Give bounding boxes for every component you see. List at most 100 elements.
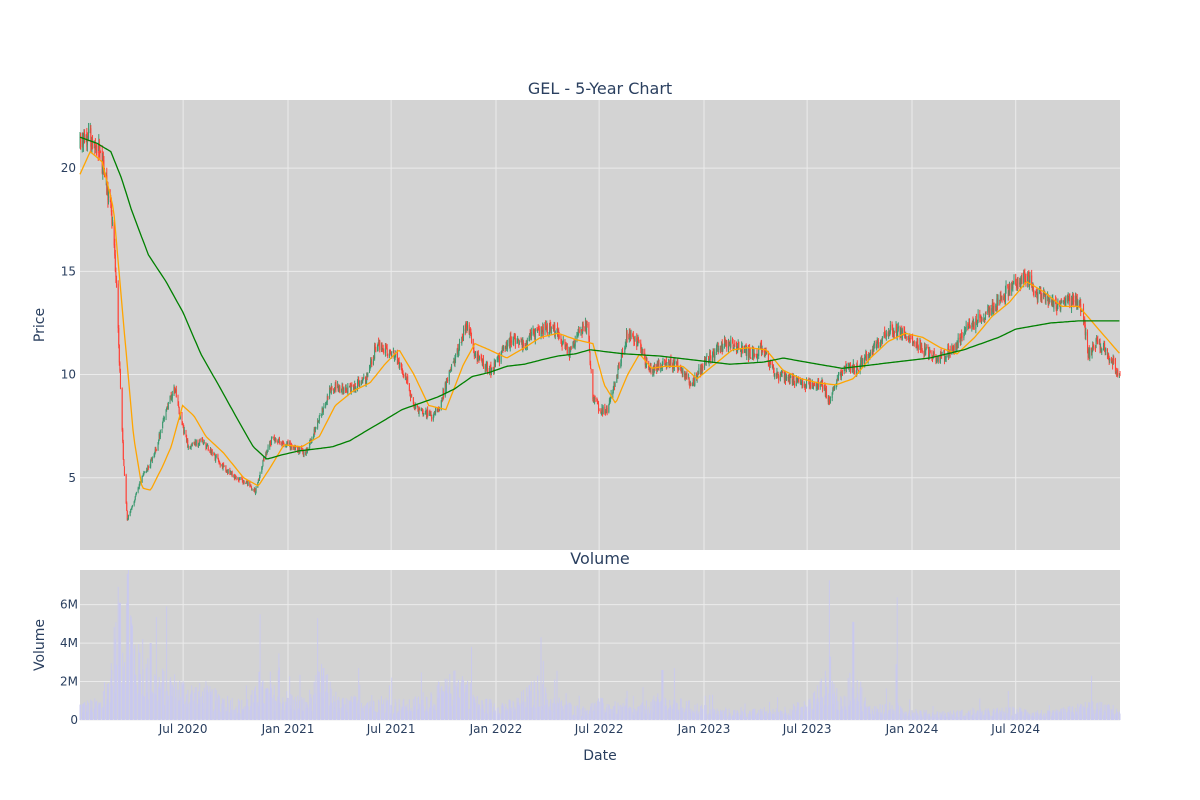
volume-bar (1003, 711, 1005, 720)
volume-bar (173, 687, 175, 720)
volume-bar (453, 670, 455, 720)
candle-body (121, 387, 123, 430)
volume-bar (126, 602, 128, 720)
candle-body (126, 510, 128, 520)
volume-bar (1104, 712, 1106, 720)
volume-bar (1085, 714, 1087, 720)
volume-bar (872, 711, 874, 720)
volume-bar (896, 664, 898, 720)
candle-body (657, 363, 659, 369)
candle-body (450, 368, 452, 370)
candle-body (992, 302, 994, 312)
volume-bar (828, 693, 830, 720)
volume-bar (1023, 712, 1025, 720)
candle-body (693, 384, 695, 386)
volume-bar (933, 717, 935, 720)
volume-bar (289, 705, 291, 720)
candle-body (995, 306, 997, 310)
volume-bar (520, 703, 522, 720)
volume-bar (963, 715, 965, 720)
volume-bar (278, 653, 280, 720)
volume-bar (114, 639, 116, 720)
candle-body (688, 378, 690, 384)
volume-bar (199, 683, 201, 720)
candle-body (996, 298, 998, 310)
candle-body (454, 358, 456, 365)
volume-bar (783, 713, 785, 720)
candle-body (989, 308, 991, 314)
volume-bar (821, 708, 823, 720)
candle-body (293, 446, 295, 449)
volume-bar (594, 702, 596, 720)
volume-bar (1007, 713, 1009, 720)
candle-body (498, 354, 500, 363)
candle-body (353, 388, 355, 391)
volume-bar (111, 670, 113, 720)
volume-bar (537, 675, 539, 720)
candle-body (1099, 342, 1101, 350)
candle-body (770, 360, 772, 364)
candle-body (278, 439, 280, 443)
volume-bar (145, 663, 147, 720)
candle-body (438, 408, 440, 410)
volume-bar (415, 696, 417, 720)
candle-body (684, 373, 686, 378)
candle-body (1040, 296, 1042, 301)
volume-bar (1063, 708, 1065, 720)
volume-bar (530, 707, 532, 720)
volume-bar (396, 713, 398, 720)
volume-bar (398, 698, 400, 720)
volume-bar (712, 708, 714, 720)
candle-body (608, 400, 610, 405)
volume-bar (143, 697, 145, 720)
volume-bar (793, 713, 795, 720)
volume-bar (705, 710, 707, 720)
candle-body (1116, 371, 1118, 374)
candle-body (457, 348, 459, 352)
candle-body (80, 138, 82, 150)
candle-body (816, 383, 818, 388)
volume-bar (431, 694, 433, 720)
candle-body (865, 351, 867, 361)
candle-body (628, 337, 630, 339)
volume-bar (943, 714, 945, 720)
candle-body (359, 381, 361, 386)
volume-bar (317, 618, 319, 720)
candle-body (202, 438, 204, 441)
volume-bar (585, 710, 587, 720)
volume-bar (522, 689, 524, 720)
volume-bar (1117, 711, 1119, 720)
volume-bar (497, 707, 499, 720)
x-tick-label: Jul 2020 (158, 722, 208, 736)
volume-bar (664, 705, 666, 720)
volume-bar (981, 712, 983, 720)
volume-bar (912, 712, 914, 720)
volume-bar (725, 707, 727, 720)
candle-body (714, 351, 716, 359)
volume-bar (90, 699, 92, 720)
volume-bar (297, 709, 299, 720)
candle-body (489, 364, 491, 366)
volume-bar (1076, 714, 1078, 720)
candle-body (1047, 296, 1049, 298)
volume-bar (598, 701, 600, 720)
candle-body (334, 383, 336, 388)
volume-bar (780, 711, 782, 720)
volume-bar (377, 713, 379, 720)
candle-body (502, 347, 504, 349)
volume-bar (102, 707, 104, 720)
volume-bar (241, 699, 243, 720)
volume-bar (977, 710, 979, 720)
volume-bar (617, 702, 619, 720)
volume-bar (468, 708, 470, 720)
volume-bar (909, 715, 911, 720)
volume-bar (907, 715, 909, 720)
candle-body (85, 134, 87, 138)
candle-body (195, 440, 197, 446)
volume-bar (815, 698, 817, 720)
volume-bar (755, 714, 757, 720)
candle-body (273, 436, 275, 441)
volume-bar (804, 704, 806, 720)
candle-body (1088, 348, 1090, 357)
volume-bar (363, 705, 365, 720)
